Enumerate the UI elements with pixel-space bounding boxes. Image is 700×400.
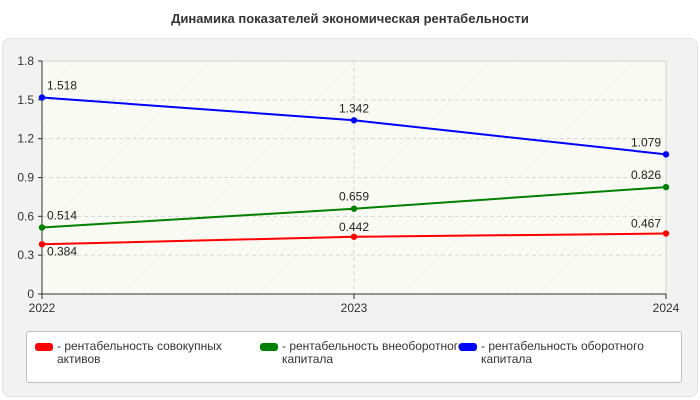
data-point	[38, 241, 46, 248]
data-point	[662, 151, 670, 158]
legend-swatch-blue	[459, 343, 477, 351]
x-tick-label: 2024	[653, 301, 680, 315]
data-label: 0.826	[631, 168, 661, 182]
data-label: 1.079	[631, 135, 661, 149]
data-label: 0.514	[47, 208, 77, 222]
axes: 0 0.3 0.6 0.9 1.2 1.5 1.8 2022 2023 2024	[17, 54, 679, 315]
data-point	[38, 224, 46, 231]
grid	[42, 61, 666, 294]
y-tick-label: 1.2	[17, 132, 34, 146]
data-point	[350, 117, 358, 124]
data-point	[350, 205, 358, 212]
legend-label: - рентабельность внеоборотного капитала	[282, 339, 465, 366]
data-label: 0.659	[339, 190, 369, 204]
chart-title: Динамика показателей экономическая рента…	[171, 11, 529, 26]
legend: - рентабельность совокупных активов - ре…	[26, 331, 682, 383]
legend-item-assets[interactable]: - рентабельность совокупных активов	[35, 340, 242, 366]
y-tick-label: 1.8	[17, 54, 34, 68]
data-label: 0.442	[339, 220, 369, 234]
x-tick-label: 2023	[341, 301, 368, 315]
data-labels: 0.384 0.442 0.467 0.514 0.659 0.826 1.518 1.342…	[47, 79, 661, 259]
legend-item-noncurrent[interactable]: - рентабельность внеоборотного капитала	[260, 340, 467, 366]
y-tick-label: 0.6	[17, 209, 34, 223]
data-point	[662, 183, 670, 191]
legend-label: - рентабельность оборотного капитала	[481, 339, 644, 366]
legend-label: - рентабельность совокупных активов	[57, 339, 222, 366]
y-tick-label: 0	[27, 287, 34, 301]
data-point	[662, 230, 670, 237]
legend-swatch-red	[35, 343, 53, 351]
y-tick-label: 0.3	[17, 248, 34, 262]
y-tick-label: 1.5	[17, 93, 34, 107]
series	[38, 94, 670, 248]
data-point	[350, 233, 358, 240]
data-label: 1.342	[339, 101, 369, 115]
y-tick-label: 0.9	[17, 171, 34, 185]
legend-item-current[interactable]: - рентабельность оборотного капитала	[459, 340, 666, 366]
legend-swatch-green	[260, 343, 278, 351]
data-label: 1.518	[47, 79, 77, 93]
data-label: 0.384	[47, 244, 77, 258]
data-label: 0.467	[631, 217, 661, 231]
x-tick-label: 2022	[29, 301, 56, 315]
data-point	[38, 94, 46, 101]
